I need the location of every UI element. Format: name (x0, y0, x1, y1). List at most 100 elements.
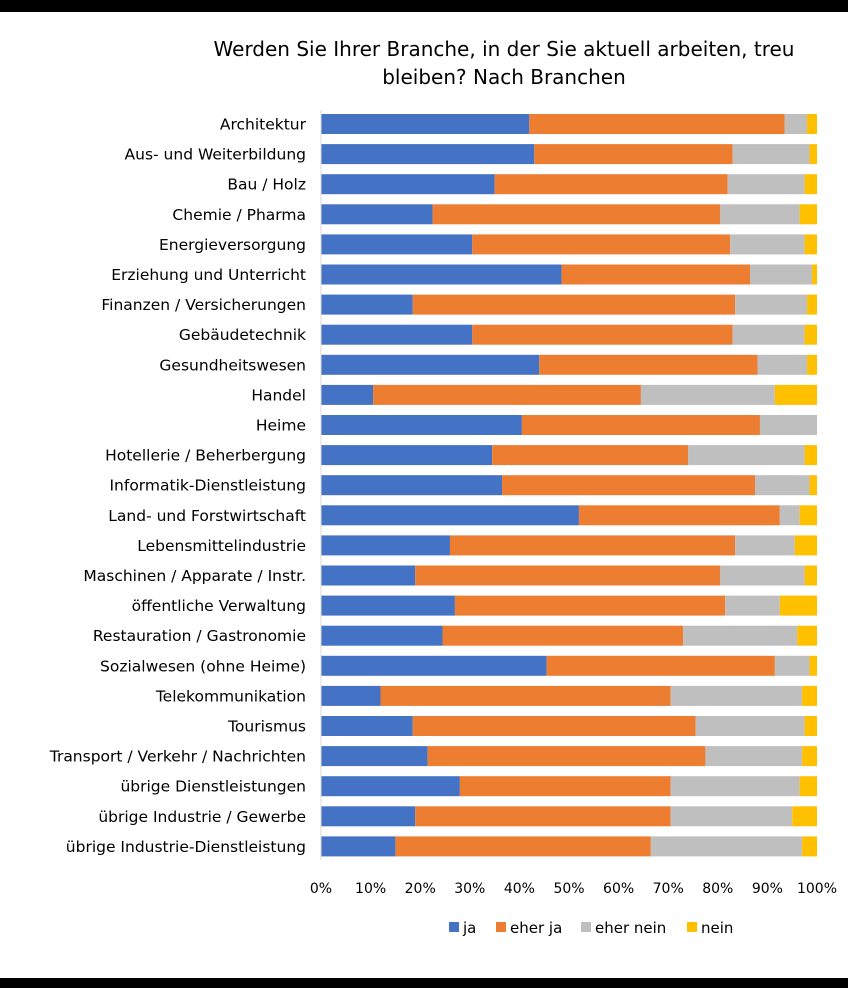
category-label: Sozialwesen (ohne Heime) (100, 657, 306, 675)
bar-segment-eher-nein (705, 746, 803, 767)
bar-segment-eher-ja (534, 144, 733, 165)
bar-segment-ja (321, 384, 374, 405)
bar-segment-eher-nein (774, 655, 810, 676)
legend-label: nein (701, 919, 733, 937)
category-label: Lebensmittelindustrie (137, 537, 306, 555)
category-label: Bau / Holz (227, 176, 306, 194)
bar-segment-ja (321, 144, 535, 165)
bar-segment-nein (799, 776, 817, 797)
bar-segment-ja (321, 475, 503, 496)
legend: ja eher ja eher nein nein (449, 919, 733, 937)
bar-segment-nein (804, 234, 817, 255)
x-axis-ticks: 0% 10% 20% 30% 40% 50% 60% 70% 80% 90% 100% (310, 881, 837, 897)
bar-segment-eher-ja (529, 114, 785, 134)
category-label: Transport / Verkehr / Nachrichten (49, 748, 306, 766)
top-border (0, 0, 848, 12)
category-label: Aus- und Weiterbildung (125, 146, 306, 164)
bar-segment-eher-nein (757, 354, 808, 375)
bar-segment-nein (802, 685, 817, 706)
chart-title-line-2: bleiben? Nach Branchen (382, 65, 626, 89)
bar-segment-nein (804, 324, 817, 345)
bar-segment-ja (321, 445, 493, 466)
bar-segment-eher-nein (735, 535, 795, 556)
bar-segment-eher-ja (472, 234, 731, 255)
bar-segment-eher-nein (759, 415, 817, 435)
bar-segment-eher-nein (670, 806, 793, 827)
bar-segment-eher-ja (442, 625, 684, 646)
legend-swatch (496, 922, 506, 932)
bar-segment-nein (804, 445, 817, 466)
bar-segment-eher-ja (449, 535, 736, 556)
bar-segment-eher-ja (395, 836, 651, 857)
x-tick-label: 60% (603, 881, 634, 897)
bar-segment-ja (321, 625, 443, 646)
x-tick-label: 30% (454, 881, 485, 897)
bar-segment-eher-ja (472, 324, 733, 345)
category-label: übrige Industrie / Gewerbe (98, 808, 306, 826)
bar-segment-eher-nein (727, 174, 805, 195)
bar-segment-eher-ja (539, 354, 758, 375)
bar-segment-eher-nein (750, 264, 813, 285)
legend-label: ja (462, 919, 476, 937)
category-label: Informatik-Dienstleistung (109, 477, 306, 495)
legend-swatch (687, 922, 697, 932)
bar-segment-eher-ja (415, 565, 721, 586)
bar-segment-nein (804, 565, 817, 586)
x-tick-label: 90% (752, 881, 783, 897)
bar-segment-eher-nein (670, 685, 803, 706)
bar-segment-eher-ja (432, 204, 721, 225)
bar-segment-ja (321, 836, 396, 857)
bar-segment-eher-ja (502, 475, 755, 496)
bars (321, 114, 817, 857)
bar-segment-ja (321, 354, 540, 375)
category-label: Telekommunikation (155, 687, 306, 705)
legend-label: eher nein (595, 919, 666, 937)
category-label: Handel (251, 386, 306, 404)
bar-segment-ja (321, 204, 433, 225)
x-tick-label: 10% (355, 881, 386, 897)
bar-segment-eher-nein (683, 625, 798, 646)
bar-segment-eher-ja (561, 264, 751, 285)
bar-segment-ja (321, 415, 522, 435)
chart-title: Werden Sie Ihrer Branche, in der Sie akt… (214, 37, 795, 89)
category-label: Architektur (220, 116, 307, 134)
bar-segment-eher-nein (730, 234, 805, 255)
bar-segment-ja (321, 174, 495, 195)
bar-segment-eher-ja (521, 415, 760, 435)
bar-segment-nein (799, 505, 817, 526)
bar-segment-ja (321, 776, 460, 797)
bar-segment-eher-nein (725, 595, 780, 616)
bar-segment-nein (779, 595, 817, 616)
bar-segment-eher-ja (454, 595, 726, 616)
x-tick-label: 50% (553, 881, 584, 897)
bar-segment-eher-ja (373, 384, 641, 405)
bar-segment-nein (809, 475, 817, 496)
bar-segment-eher-nein (640, 384, 775, 405)
category-label: Gesundheitswesen (159, 356, 306, 374)
bar-segment-eher-nein (695, 716, 805, 736)
bar-segment-nein (794, 535, 817, 556)
category-label: Restauration / Gastronomie (93, 627, 306, 645)
bar-segment-eher-ja (412, 294, 736, 315)
bar-segment-ja (321, 806, 416, 827)
category-label: Energieversorgung (159, 236, 306, 254)
bar-segment-eher-nein (720, 204, 800, 225)
x-tick-label: 20% (405, 881, 436, 897)
category-label: Tourismus (227, 718, 306, 736)
legend-swatch (449, 922, 459, 932)
bar-segment-ja (321, 655, 547, 676)
x-tick-label: 80% (702, 881, 733, 897)
bar-segment-ja (321, 234, 473, 255)
bar-segment-ja (321, 535, 450, 556)
x-tick-label: 70% (653, 881, 684, 897)
bar-segment-eher-nein (755, 475, 810, 496)
bar-segment-ja (321, 324, 473, 345)
bar-segment-ja (321, 565, 416, 586)
bar-segment-eher-nein (720, 565, 805, 586)
bar-segment-nein (807, 354, 817, 375)
bottom-border (0, 978, 848, 988)
bar-segment-ja (321, 746, 428, 767)
legend-label: eher ja (510, 919, 562, 937)
bar-segment-eher-nein (670, 776, 800, 797)
category-label: Hotellerie / Beherbergung (105, 447, 306, 465)
